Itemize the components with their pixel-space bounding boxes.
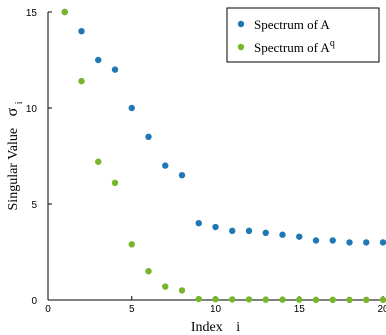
data-point-series-2: [329, 296, 336, 304]
y-axis-title-subscript: i: [14, 101, 25, 104]
x-tick-label: 0: [45, 304, 51, 315]
data-point-series-1: [312, 237, 320, 244]
data-point-series-1: [128, 104, 135, 112]
legend-label-series-2: Spectrum of Aq: [254, 38, 335, 55]
y-tick-label: 15: [26, 8, 38, 19]
data-point-series-2: [145, 268, 152, 275]
data-point-series-2: [128, 241, 135, 248]
data-points: [61, 8, 386, 304]
y-axis-title-main: Singular Value: [6, 128, 21, 211]
data-point-series-1: [212, 223, 219, 231]
x-axis-title-main: Index: [191, 320, 223, 335]
x-tick-label: 15: [294, 304, 306, 315]
y-axis-title: Singular Value σ i: [4, 101, 25, 210]
data-point-series-1: [95, 56, 102, 64]
legend-marker-series-2: [237, 43, 245, 51]
data-point-series-1: [329, 237, 336, 244]
x-tick-label: 5: [129, 304, 135, 315]
x-tick-label: 20: [377, 304, 386, 315]
data-point-series-1: [78, 28, 85, 35]
data-point-series-1: [379, 239, 386, 246]
data-point-series-2: [279, 296, 286, 303]
data-point-series-2: [229, 296, 236, 303]
data-point-series-2: [212, 296, 219, 303]
data-point-series-2: [262, 296, 269, 303]
data-point-series-2: [195, 295, 202, 303]
y-tick-label: 0: [31, 296, 37, 307]
x-tick-label: 10: [210, 304, 222, 315]
data-point-series-2: [245, 296, 253, 303]
data-point-series-2: [312, 296, 320, 304]
x-axis-title-symbol: i: [236, 320, 240, 335]
data-point-series-2: [363, 296, 370, 304]
data-point-series-2: [296, 296, 303, 303]
y-tick-label: 10: [26, 104, 38, 115]
y-axis-title-symbol: σ: [4, 107, 21, 116]
data-point-series-2: [379, 296, 386, 304]
data-point-series-1: [145, 133, 152, 140]
data-point-series-2: [111, 179, 119, 187]
data-point-series-1: [245, 227, 253, 235]
data-point-series-2: [346, 296, 353, 304]
data-point-series-1: [296, 233, 303, 240]
legend-label-series-1: Spectrum of A: [254, 17, 330, 32]
data-point-series-1: [363, 239, 370, 246]
data-point-series-1: [262, 229, 269, 236]
data-point-series-1: [178, 172, 186, 179]
y-tick-label: 5: [31, 200, 37, 211]
data-point-series-1: [111, 66, 119, 73]
data-point-series-1: [162, 162, 169, 169]
legend-marker-series-1: [237, 20, 245, 28]
data-point-series-2: [78, 77, 85, 85]
data-point-series-2: [178, 287, 186, 294]
legend-box: [226, 7, 380, 63]
data-point-series-2: [162, 283, 169, 290]
y-axis-ticks: 0 5 10 15: [26, 8, 52, 307]
data-point-series-1: [346, 239, 353, 246]
data-point-series-1: [195, 220, 202, 227]
data-point-series-2: [61, 8, 68, 16]
legend: Spectrum of A Spectrum of Aq: [226, 7, 380, 63]
data-point-series-2: [95, 158, 102, 165]
x-axis-title: Index i: [191, 320, 240, 335]
data-point-series-1: [229, 227, 236, 235]
data-point-series-1: [279, 231, 286, 238]
